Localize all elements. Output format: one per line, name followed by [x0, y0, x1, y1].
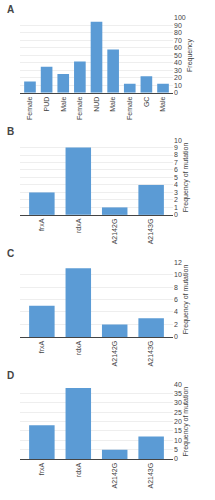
svg-text:Male: Male [109, 97, 116, 112]
svg-text:Female: Female [126, 97, 133, 120]
svg-text:frxA: frxA [38, 340, 45, 353]
svg-text:A2143G: A2143G [147, 341, 154, 367]
svg-text:rdxA: rdxA [75, 340, 82, 355]
svg-text:70: 70 [174, 37, 182, 44]
svg-text:10: 10 [174, 137, 182, 144]
svg-text:6: 6 [174, 296, 178, 303]
svg-text:A2142G: A2142G [111, 463, 118, 489]
svg-text:Male: Male [159, 97, 166, 112]
svg-text:Frequency of mutation: Frequency of mutation [182, 143, 190, 213]
svg-text:4: 4 [174, 308, 178, 315]
svg-text:10: 10 [174, 82, 182, 89]
svg-text:50: 50 [174, 52, 182, 59]
svg-text:NUD: NUD [93, 97, 100, 112]
svg-text:20: 20 [174, 74, 182, 81]
svg-text:Female: Female [76, 97, 83, 120]
svg-text:frxA: frxA [38, 462, 45, 475]
svg-text:frxA: frxA [38, 218, 45, 231]
svg-text:35: 35 [174, 390, 182, 397]
svg-text:0: 0 [174, 333, 178, 340]
svg-text:0: 0 [174, 455, 178, 462]
svg-text:25: 25 [174, 409, 182, 416]
svg-text:8: 8 [174, 151, 178, 158]
svg-text:Female: Female [26, 97, 33, 120]
svg-text:7: 7 [174, 159, 178, 166]
svg-text:A2143G: A2143G [147, 219, 154, 245]
svg-text:rdxA: rdxA [75, 218, 82, 233]
svg-text:Male: Male [60, 97, 67, 112]
svg-text:Frequency: Frequency [186, 38, 194, 72]
svg-text:9: 9 [174, 144, 178, 151]
svg-text:A: A [7, 4, 14, 15]
svg-text:GC: GC [143, 97, 150, 108]
svg-text:10: 10 [174, 437, 182, 444]
svg-text:40: 40 [174, 381, 182, 388]
svg-text:30: 30 [174, 67, 182, 74]
svg-text:5: 5 [174, 446, 178, 453]
svg-text:40: 40 [174, 59, 182, 66]
svg-text:0: 0 [174, 89, 178, 96]
svg-text:D: D [7, 370, 14, 381]
svg-text:2: 2 [174, 321, 178, 328]
svg-text:8: 8 [174, 284, 178, 291]
svg-text:6: 6 [174, 166, 178, 173]
svg-text:PUD: PUD [43, 97, 50, 112]
svg-text:A2142G: A2142G [111, 341, 118, 367]
svg-text:20: 20 [174, 418, 182, 425]
svg-text:B: B [7, 126, 14, 137]
svg-text:80: 80 [174, 29, 182, 36]
svg-text:10: 10 [174, 271, 182, 278]
svg-text:4: 4 [174, 181, 178, 188]
svg-text:60: 60 [174, 44, 182, 51]
svg-text:2: 2 [174, 196, 178, 203]
svg-text:5: 5 [174, 174, 178, 181]
svg-text:30: 30 [174, 399, 182, 406]
svg-text:3: 3 [174, 189, 178, 196]
svg-text:Frequency of mutation: Frequency of mutation [182, 265, 190, 335]
svg-text:rdxA: rdxA [75, 462, 82, 477]
svg-text:C: C [7, 248, 14, 259]
svg-text:Frequency of mutation: Frequency of mutation [182, 387, 190, 457]
svg-text:12: 12 [174, 259, 182, 266]
svg-text:A2143G: A2143G [147, 463, 154, 489]
svg-text:0: 0 [174, 211, 178, 218]
svg-text:90: 90 [174, 22, 182, 29]
svg-text:15: 15 [174, 427, 182, 434]
svg-text:A2142G: A2142G [111, 219, 118, 245]
svg-text:100: 100 [174, 14, 186, 21]
svg-text:1: 1 [174, 204, 178, 211]
